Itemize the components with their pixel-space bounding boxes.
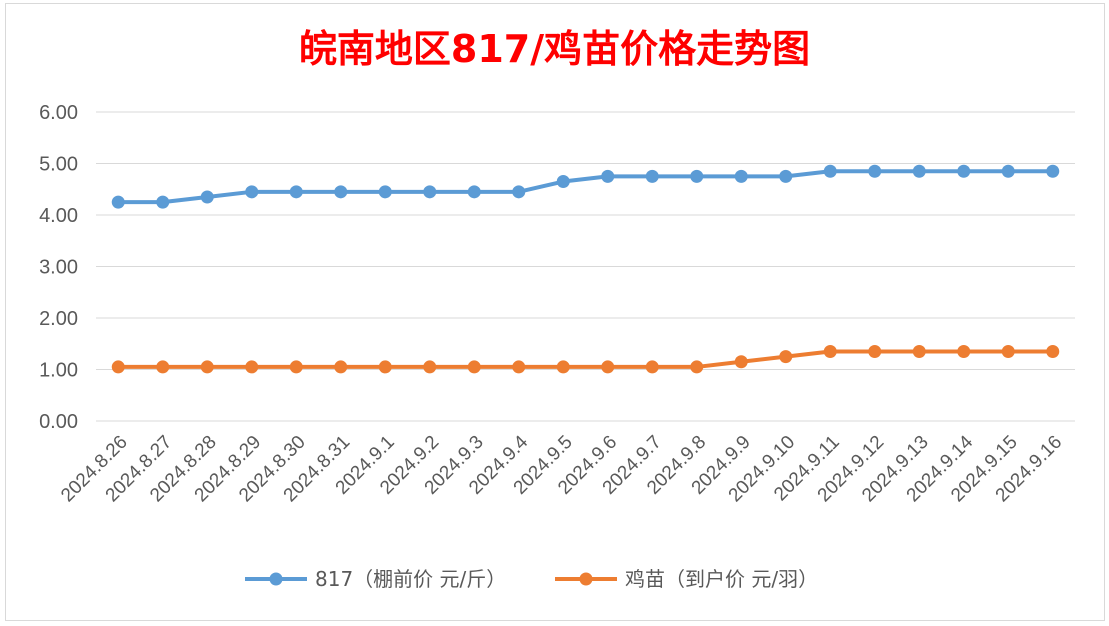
data-point xyxy=(111,195,125,209)
legend-label: 817（棚前价 元/斤） xyxy=(315,567,506,591)
legend-marker xyxy=(269,572,283,586)
y-tick-label: 5.00 xyxy=(39,154,78,176)
y-tick-label: 4.00 xyxy=(39,205,78,227)
data-point xyxy=(734,169,748,183)
data-point xyxy=(1001,164,1015,178)
data-point xyxy=(200,190,214,204)
data-point xyxy=(467,185,481,199)
legend-label: 鸡苗（到户价 元/羽） xyxy=(625,567,818,591)
data-point xyxy=(512,360,526,374)
data-point xyxy=(423,360,437,374)
chart-title: 皖南地区817/鸡苗价格走势图 xyxy=(298,27,811,71)
data-point xyxy=(868,164,882,178)
chart-frame xyxy=(5,3,1105,621)
data-point xyxy=(868,344,882,358)
data-point xyxy=(645,169,659,183)
data-point xyxy=(957,164,971,178)
data-point xyxy=(245,185,259,199)
data-point xyxy=(823,344,837,358)
y-tick-label: 3.00 xyxy=(39,257,78,279)
y-tick-label: 1.00 xyxy=(39,360,78,382)
data-point xyxy=(289,360,303,374)
y-tick-label: 0.00 xyxy=(39,411,78,433)
data-point xyxy=(779,350,793,364)
data-point xyxy=(334,360,348,374)
data-point xyxy=(1046,344,1060,358)
data-point xyxy=(556,175,570,189)
legend-marker xyxy=(579,572,593,586)
data-point xyxy=(156,360,170,374)
data-point xyxy=(601,360,615,374)
data-point xyxy=(111,360,125,374)
data-point xyxy=(690,360,704,374)
data-point xyxy=(378,360,392,374)
data-point xyxy=(1001,344,1015,358)
data-point xyxy=(690,169,704,183)
y-tick-label: 2.00 xyxy=(39,308,78,330)
data-point xyxy=(601,169,615,183)
y-tick-label: 6.00 xyxy=(39,102,78,124)
data-point xyxy=(734,355,748,369)
series-line xyxy=(118,169,1053,205)
data-point xyxy=(912,164,926,178)
data-point xyxy=(823,164,837,178)
data-point xyxy=(1046,164,1060,178)
data-point xyxy=(245,360,259,374)
data-point xyxy=(645,360,659,374)
data-point xyxy=(200,360,214,374)
data-point xyxy=(912,344,926,358)
data-point xyxy=(957,344,971,358)
data-point xyxy=(423,185,437,199)
data-point xyxy=(289,185,303,199)
data-point xyxy=(467,360,481,374)
data-point xyxy=(378,185,392,199)
series-line xyxy=(118,349,1053,369)
data-point xyxy=(156,195,170,209)
data-point xyxy=(556,360,570,374)
data-point xyxy=(779,169,793,183)
data-point xyxy=(512,185,526,199)
data-point xyxy=(334,185,348,199)
